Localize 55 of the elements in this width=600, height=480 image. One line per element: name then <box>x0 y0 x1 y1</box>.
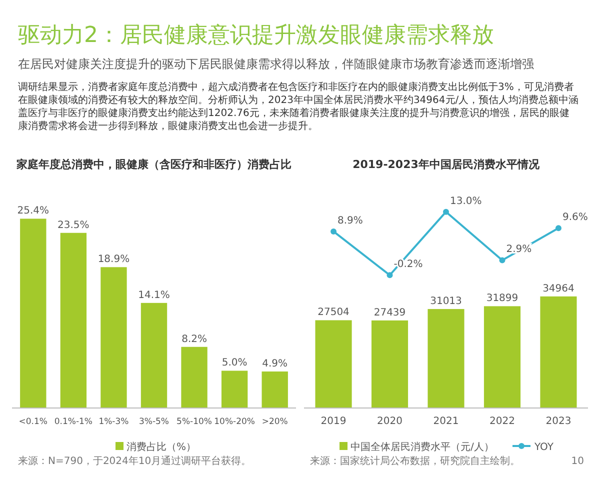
data-label: 31899 <box>486 293 518 304</box>
x-tick-label: <0.1% <box>18 417 48 427</box>
point <box>443 208 449 215</box>
bar <box>428 309 464 408</box>
bar <box>221 370 248 408</box>
x-tick-label: 1%-3% <box>98 417 129 427</box>
x-tick-label: 2021 <box>433 416 459 427</box>
x-tick-label: 2022 <box>490 416 515 427</box>
source-note: 来源：N=790，于2024年10月通过调研平台获得。 <box>18 455 252 467</box>
bar <box>315 320 352 408</box>
data-label: 9.6% <box>562 212 588 224</box>
x-tick-label: 3%-5% <box>138 417 170 427</box>
bar <box>100 267 127 408</box>
point <box>386 272 393 278</box>
source-note: 来源：国家统计局公布数据，研究院自主绘制。 <box>310 455 520 467</box>
text: 2019-2023年中国居民消费水平情况 <box>352 158 540 171</box>
data-label: 18.9% <box>98 254 130 266</box>
legend-label: 消费占比（%） <box>126 441 196 453</box>
bar <box>540 296 577 408</box>
bar <box>181 346 208 408</box>
bar <box>262 371 288 408</box>
bar <box>20 218 46 408</box>
x-tick-label: 2023 <box>546 416 572 427</box>
bar <box>371 320 408 408</box>
data-label: 23.5% <box>58 220 90 231</box>
text: 驱动力2：居民健康意识提升激发眼健康需求释放 <box>18 23 494 48</box>
data-label: 8.2% <box>182 334 207 345</box>
data-label: 27439 <box>374 307 406 318</box>
bar <box>60 232 87 408</box>
x-tick-label: 5%-10% <box>176 417 212 427</box>
data-label: 34964 <box>542 283 574 294</box>
x-tick-label: 2019 <box>320 416 346 427</box>
text: 调研结果显示，消费者家庭年度总消费中，超六成消费者在包含医疗和非医疗在内的眼健康消费支出比例低于3%，可见消费者在眼健康领域的消费还有较大的释放空间。分析师认为，2023年中国全体居民消费水平约34964元/人，预估人均消费总额中涵盖医疗与非医疗的眼健康消费支出约能达到1202.76元，未来随着消费者眼健康关注度的提升与消费意识的增强，居民的眼健康消费需求将会进一步得到释放，眼健康消费支出也会进一步提升。 <box>18 81 579 132</box>
point <box>330 228 337 234</box>
data-label: 8.9% <box>338 215 363 226</box>
data-label: 25.4% <box>17 206 50 217</box>
data-label: 5.0% <box>222 358 248 369</box>
x-tick-label: >20% <box>262 417 288 427</box>
data-label: 4.9% <box>262 358 288 370</box>
data-label: 14.1% <box>138 290 170 301</box>
x-tick-label: 10%-20% <box>214 417 255 427</box>
data-label: 31013 <box>430 296 462 308</box>
x-tick-label: 0.1%-1% <box>54 417 93 427</box>
legend-label: 中国全体居民消费水平（元/人） <box>350 441 494 453</box>
point <box>499 257 506 264</box>
text: 在居民对健康关注度提升的驱动下居民眼健康需求得以释放，伴随眼健康市场教育渗透而逐渐增强 <box>18 57 534 71</box>
legend-label: YOY <box>534 442 554 453</box>
bar <box>140 302 168 408</box>
text: 10 <box>571 456 584 467</box>
chart-title: 家庭年度总消费中，眼健康（含医疗和非医疗）消费占比 <box>16 158 292 171</box>
x-tick-label: 2020 <box>377 416 402 427</box>
data-label: 13.0% <box>450 196 482 207</box>
point <box>555 225 562 232</box>
data-label: 27504 <box>318 307 350 318</box>
bar <box>484 306 521 408</box>
